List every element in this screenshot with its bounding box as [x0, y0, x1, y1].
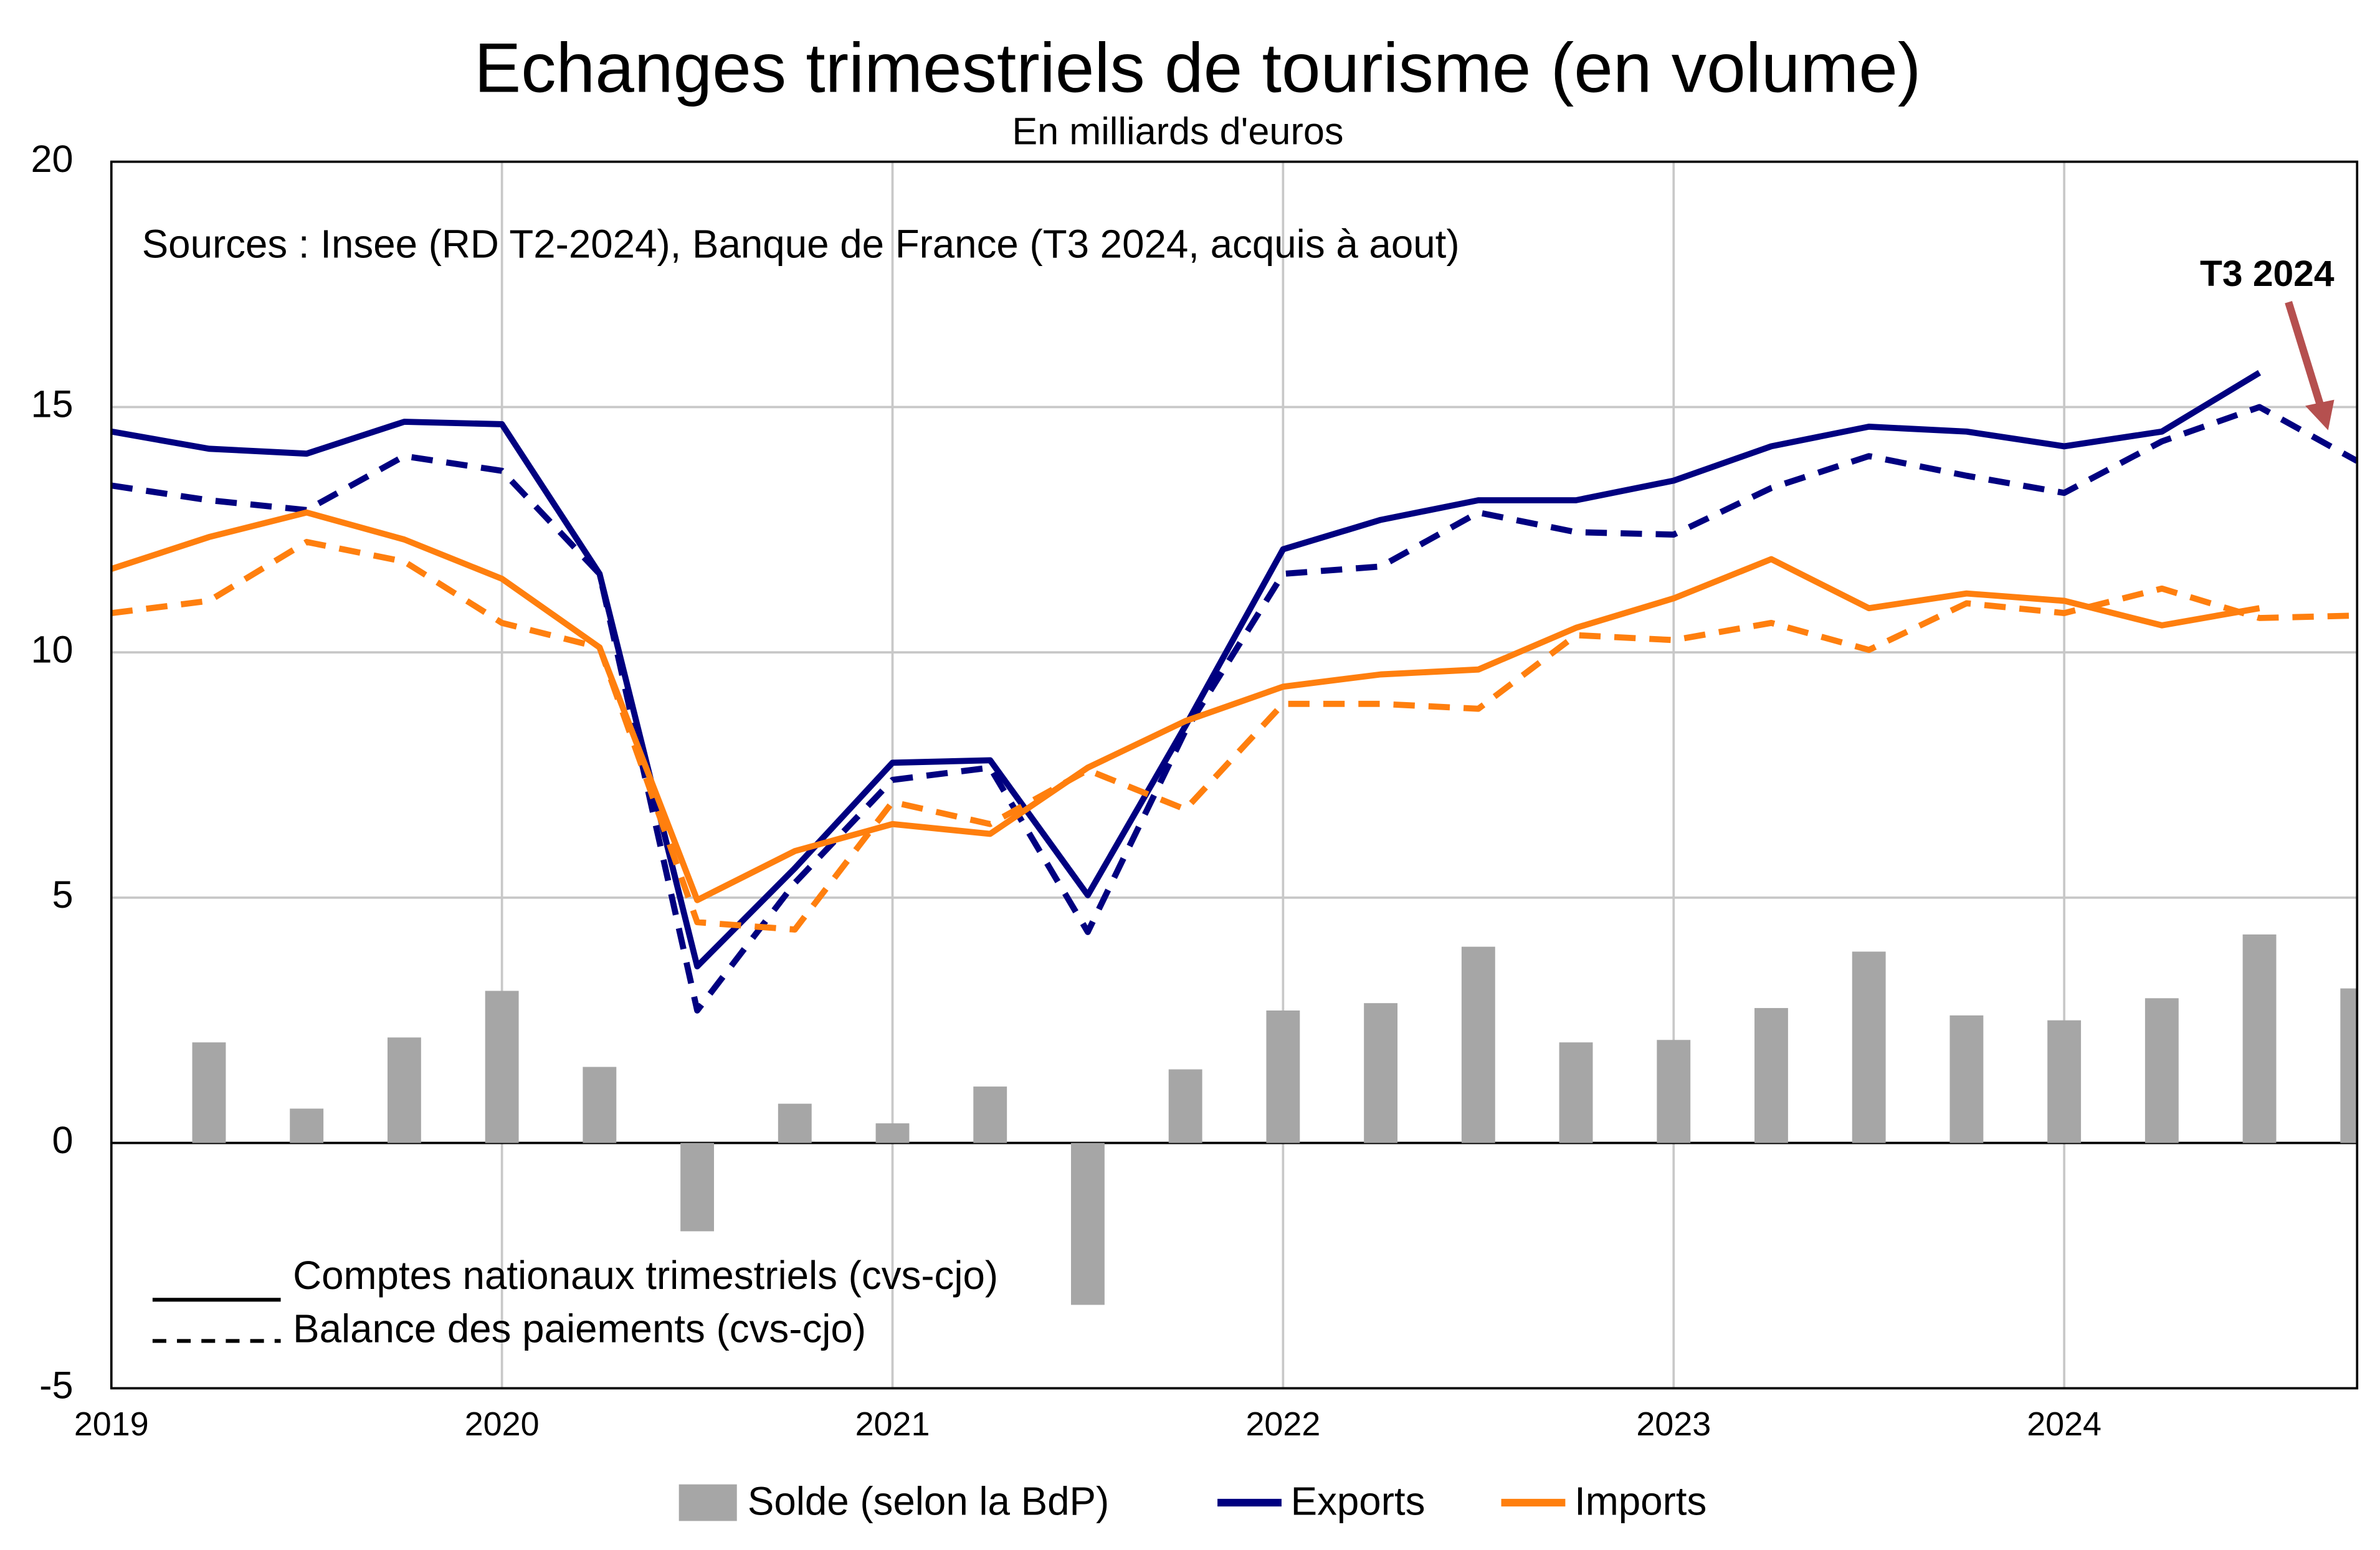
- legend-swatch: [678, 1484, 737, 1521]
- bar: [290, 1108, 324, 1143]
- series-line: [111, 509, 2260, 903]
- bar: [778, 1103, 812, 1143]
- y-tick-label: 15: [31, 383, 73, 426]
- chart-subtitle: En milliards d'euros: [1012, 110, 1343, 153]
- bar: [2144, 998, 2179, 1143]
- x-tick-label: 2022: [1245, 1405, 1320, 1443]
- legend: Comptes nationaux trimestriels (cvs-cjo)…: [152, 1253, 1706, 1523]
- bar: [1266, 1010, 1300, 1143]
- legend-label: Comptes nationaux trimestriels (cvs-cjo): [293, 1253, 998, 1298]
- bar: [583, 1067, 617, 1143]
- bar: [485, 991, 519, 1143]
- series-line: [111, 370, 2262, 970]
- y-tick-label: 20: [31, 138, 73, 180]
- source-note: Sources : Insee (RD T2-2024), Banque de …: [142, 222, 1460, 267]
- bar: [1168, 1069, 1202, 1143]
- lines: [111, 370, 2358, 1014]
- y-tick-label: 5: [52, 873, 73, 916]
- chart-title: Echanges trimestriels de tourisme (en vo…: [474, 28, 1921, 107]
- annotation-arrowhead: [2305, 399, 2335, 430]
- bar: [2242, 934, 2277, 1143]
- bar: [1364, 1003, 1398, 1143]
- bar: [875, 1123, 910, 1143]
- bar: [387, 1037, 421, 1143]
- bar: [192, 1042, 226, 1143]
- bar: [1461, 946, 1495, 1143]
- bar: [1852, 951, 1886, 1143]
- bar: [2340, 988, 2358, 1143]
- legend-label: Balance des paiements (cvs-cjo): [293, 1307, 866, 1351]
- bars: [192, 934, 2358, 1305]
- y-tick-label: 10: [31, 628, 73, 670]
- bar: [1754, 1008, 1788, 1143]
- bar: [1559, 1042, 1593, 1143]
- series-line: [111, 404, 2358, 1014]
- y-tick-label: -5: [39, 1364, 73, 1407]
- legend-label: Imports: [1574, 1479, 1706, 1523]
- x-tick-label: 2021: [855, 1405, 930, 1443]
- bar: [973, 1086, 1007, 1143]
- bar: [680, 1143, 714, 1232]
- labels: -5 0 5 10 15 20 2019 2020 2021 2022 2023 2024: [31, 138, 2102, 1443]
- annotation-arrow: [2285, 301, 2325, 407]
- x-tick-label: 2020: [465, 1405, 540, 1443]
- x-tick-label: 2019: [74, 1405, 149, 1443]
- bar: [1949, 1015, 1984, 1143]
- grid: [110, 160, 2358, 1390]
- legend-label: Exports: [1291, 1479, 1426, 1523]
- bar: [2047, 1020, 2082, 1143]
- x-tick-label: 2024: [2027, 1405, 2102, 1443]
- bar: [1657, 1040, 1691, 1143]
- x-tick-label: 2023: [1636, 1405, 1711, 1443]
- bar: [1071, 1143, 1105, 1305]
- plot-frame: [110, 160, 2359, 1390]
- legend-label: Solde (selon la BdP): [748, 1479, 1109, 1523]
- annotation: T3 2024: [2200, 254, 2335, 294]
- y-tick-label: 0: [52, 1119, 73, 1161]
